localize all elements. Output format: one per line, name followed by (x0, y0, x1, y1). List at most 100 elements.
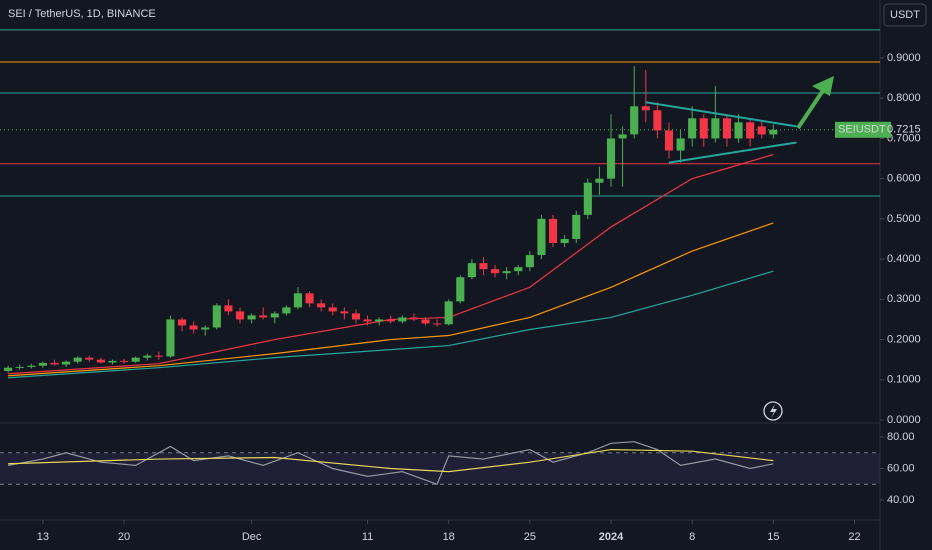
x-tick-label: 20 (118, 531, 130, 543)
candle-body (38, 362, 47, 366)
candle-body (641, 106, 650, 111)
candle-body (676, 138, 685, 151)
moving-average (8, 270, 774, 379)
candle-body (50, 362, 59, 365)
candle-body (618, 134, 627, 139)
chart-title: SEI / TetherUS, 1D, BINANCE (8, 8, 156, 20)
candle-body (722, 118, 732, 139)
candle-body (572, 214, 581, 239)
rsi-band (0, 452, 880, 485)
trendline (645, 101, 797, 128)
candle-body (235, 311, 245, 320)
y-tick-label: 0.3000 (887, 293, 921, 305)
currency-label[interactable]: USDT (890, 9, 920, 21)
candle-body (664, 130, 674, 151)
y-tick-label: 0.6000 (887, 173, 921, 185)
y-tick-label: 0.7000 (887, 132, 921, 144)
candle-body (491, 269, 500, 274)
x-tick-label: 8 (689, 531, 695, 543)
currency-button[interactable] (883, 3, 927, 27)
y-tick-label: 0.9000 (887, 52, 921, 64)
candle-body (386, 319, 395, 322)
candle-body (212, 305, 221, 328)
candle-body (409, 317, 418, 320)
x-tick-label: 2024 (599, 531, 624, 543)
candle-body (421, 319, 430, 324)
candle-body (769, 129, 778, 135)
candle-body (131, 357, 140, 362)
candle-body (108, 360, 117, 363)
rsi-tick-label: 60.00 (887, 462, 915, 474)
candle-body (305, 293, 314, 304)
candle-body (653, 110, 662, 131)
x-tick-label: 18 (443, 531, 455, 543)
candle-body (351, 313, 360, 320)
candle-body (502, 271, 511, 274)
y-tick-label: 0.0000 (887, 414, 921, 426)
candle-body (259, 315, 268, 318)
candle-body (177, 319, 187, 326)
candle-body (583, 182, 592, 215)
candle-body (375, 319, 384, 322)
candle-body (120, 360, 129, 362)
candle-body (15, 366, 24, 368)
candle-body (525, 255, 534, 268)
candle-body (711, 118, 720, 139)
candle-body (224, 305, 233, 312)
y-tick-label: 0.8000 (887, 92, 921, 104)
candle-body (282, 307, 291, 314)
candle-body (363, 319, 372, 322)
y-tick-label: 0.2000 (887, 333, 921, 345)
candle-body (514, 267, 523, 272)
y-tick-label: 0.5000 (887, 213, 921, 225)
trendline (668, 141, 797, 164)
candle-body (467, 263, 476, 278)
rsi-tick-label: 80.00 (887, 431, 915, 443)
x-tick-label: 11 (362, 531, 373, 543)
last-price-label: 0.7215 (887, 124, 921, 136)
candle-body (143, 355, 152, 358)
candle-body (201, 327, 210, 330)
symbol-label: SEIUSDT (838, 124, 886, 136)
candle-body (479, 263, 488, 270)
candle-body (433, 323, 442, 325)
candle-body (734, 122, 743, 139)
candle-body (293, 293, 303, 308)
candle-body (166, 319, 175, 357)
lightning-icon[interactable] (763, 401, 783, 421)
candle-body (699, 118, 708, 139)
moving-average (8, 222, 774, 377)
rsi-tick-label: 40.00 (887, 494, 915, 506)
x-tick-label: 13 (37, 531, 49, 543)
lightning-bolt (770, 404, 777, 418)
candle-body (96, 359, 105, 363)
candle-body (537, 218, 546, 256)
candle-body (27, 365, 36, 367)
x-tick-label: Dec (242, 531, 262, 543)
y-tick-label: 0.4000 (887, 253, 921, 265)
candle-body (4, 367, 13, 371)
candle-body (328, 307, 337, 312)
candle-body (62, 361, 71, 365)
candle-body (317, 303, 326, 308)
candle-body (85, 357, 94, 360)
candle-body (444, 301, 453, 325)
candle-body (560, 239, 569, 244)
x-tick-label: 25 (524, 531, 536, 543)
candle-body (154, 355, 163, 357)
candle-body (456, 277, 465, 302)
candle-body (270, 313, 279, 318)
rsi-line (8, 448, 774, 473)
arrow-shaft (796, 84, 828, 130)
candle-body (606, 138, 616, 179)
candle-body (630, 106, 639, 135)
candle-body (757, 126, 766, 135)
candle-body (73, 357, 82, 362)
candle-body (595, 178, 604, 183)
last-price-tag (835, 121, 891, 138)
candle-body (548, 218, 558, 244)
candle-body (189, 325, 198, 330)
arrow-head (812, 76, 834, 96)
